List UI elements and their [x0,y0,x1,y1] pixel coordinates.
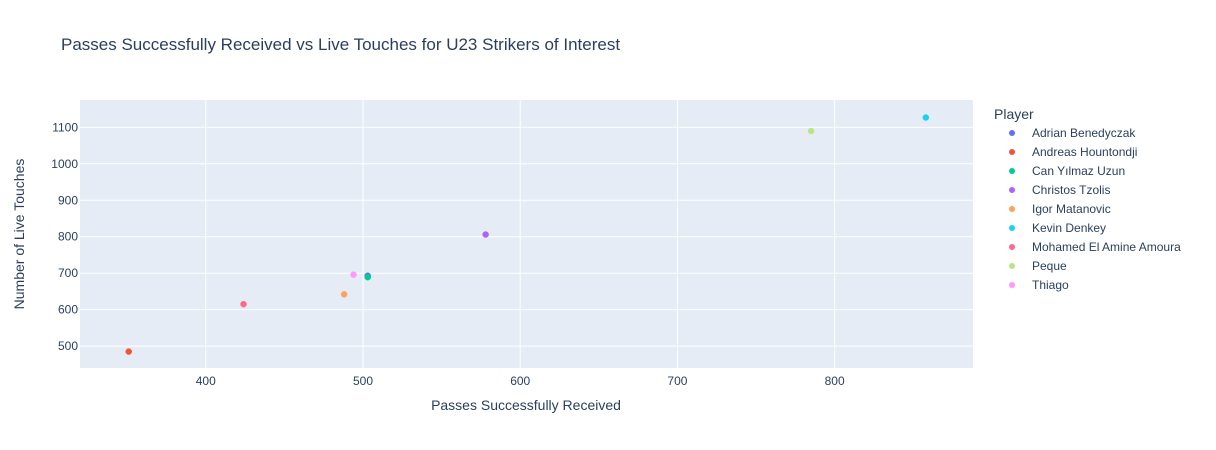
data-points [125,114,930,355]
x-tick-label: 400 [196,374,216,388]
legend-item[interactable]: Can Yılmaz Uzun [1009,164,1125,178]
legend-marker-icon [1009,282,1015,288]
data-point[interactable] [364,273,371,281]
y-tick-label: 1000 [51,157,78,171]
legend-item[interactable]: Kevin Denkey [1009,221,1106,235]
x-axis-title: Passes Successfully Received [431,397,621,413]
y-tick-label: 1100 [52,120,78,134]
legend-title: Player [994,106,1034,122]
legend-label: Can Yılmaz Uzun [1032,164,1125,178]
legend-marker-icon [1009,225,1015,231]
y-tick-label: 500 [58,339,78,353]
legend-label: Adrian Benedyczak [1032,126,1136,140]
y-tick-label: 800 [58,230,78,244]
data-point[interactable] [240,300,247,308]
x-tick-label: 500 [353,374,373,388]
legend-label: Kevin Denkey [1032,221,1106,235]
legend-label: Mohamed El Amine Amoura [1032,240,1181,254]
legend-item[interactable]: Igor Matanovic [1009,202,1111,216]
y-tick-label: 900 [58,193,78,207]
legend-label: Igor Matanovic [1032,202,1111,216]
legend-label: Andreas Hountondji [1032,145,1137,159]
y-axis-title: Number of Live Touches [11,159,27,310]
legend-marker-icon [1009,168,1015,174]
x-tick-label: 700 [667,374,687,388]
data-point[interactable] [482,231,489,238]
tick-labels: 400 500 600 700 800 500 600 700 800 900 1000 1100 [51,120,845,388]
y-tick-label: 600 [58,303,78,317]
plot-area [80,100,973,368]
legend-label: Peque [1032,259,1067,273]
legend-marker-icon [1009,149,1015,155]
legend-item[interactable]: Thiago [1009,278,1069,292]
data-point[interactable] [350,271,357,278]
legend-label: Christos Tzolis [1032,183,1110,197]
legend-marker-icon [1009,206,1015,212]
legend-item[interactable]: Andreas Hountondji [1009,145,1137,159]
legend-marker-icon [1009,130,1015,136]
legend-item[interactable]: Mohamed El Amine Amoura [1009,240,1181,254]
y-tick-label: 700 [58,266,78,280]
legend-marker-icon [1009,263,1015,269]
data-point[interactable] [807,127,815,135]
x-tick-label: 800 [825,374,845,388]
legend[interactable]: Player Adrian Benedyczak Andreas Hountond… [994,106,1181,292]
legend-marker-icon [1009,187,1015,193]
data-point[interactable] [125,348,132,355]
legend-item[interactable]: Adrian Benedyczak [1009,126,1136,140]
data-point[interactable] [922,114,930,121]
legend-marker-icon [1009,244,1015,250]
chart-title: Passes Successfully Received vs Live Tou… [61,35,620,54]
legend-item[interactable]: Peque [1009,259,1067,273]
grid [80,100,973,368]
legend-item[interactable]: Christos Tzolis [1009,183,1110,197]
data-point[interactable] [340,291,348,298]
legend-label: Thiago [1032,278,1069,292]
x-tick-label: 600 [510,374,530,388]
